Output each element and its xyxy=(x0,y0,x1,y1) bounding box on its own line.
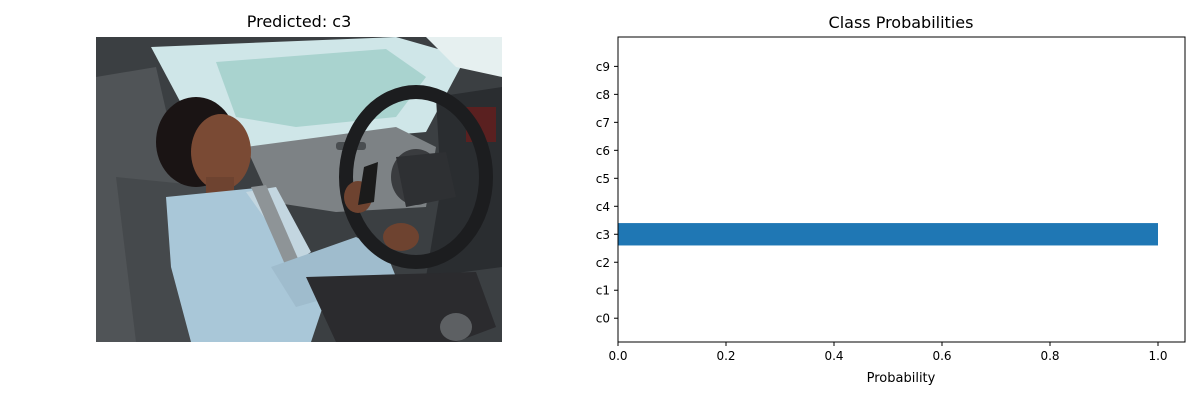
y-tick-label-c0: c0 xyxy=(596,312,610,326)
y-tick-label-c7: c7 xyxy=(596,116,610,130)
image-title: Predicted: c3 xyxy=(246,12,352,31)
y-tick-label-c1: c1 xyxy=(596,284,610,298)
y-tick-label-c9: c9 xyxy=(596,60,610,74)
y-tick-label-c4: c4 xyxy=(596,200,610,214)
x-tick-label-0.2: 0.2 xyxy=(716,349,735,363)
y-tick-label-c2: c2 xyxy=(596,256,610,270)
bar-c3 xyxy=(618,223,1158,246)
plot-frame xyxy=(617,36,1186,343)
x-axis-label: Probability xyxy=(867,371,936,386)
x-tick-label-1.0: 1.0 xyxy=(1148,349,1167,363)
y-tick-label-c5: c5 xyxy=(596,172,610,186)
x-tick-label-0.8: 0.8 xyxy=(1040,349,1059,363)
driver-photo-drawing xyxy=(96,37,502,342)
x-tick-label-0.4: 0.4 xyxy=(824,349,843,363)
chart-title: Class Probabilities xyxy=(829,13,974,32)
x-tick-label-0.6: 0.6 xyxy=(932,349,951,363)
driver-photo xyxy=(96,37,502,342)
y-tick-label-c3: c3 xyxy=(596,228,610,242)
y-tick-label-c6: c6 xyxy=(596,144,610,158)
y-tick-label-c8: c8 xyxy=(596,88,610,102)
x-tick-label-0.0: 0.0 xyxy=(608,349,627,363)
